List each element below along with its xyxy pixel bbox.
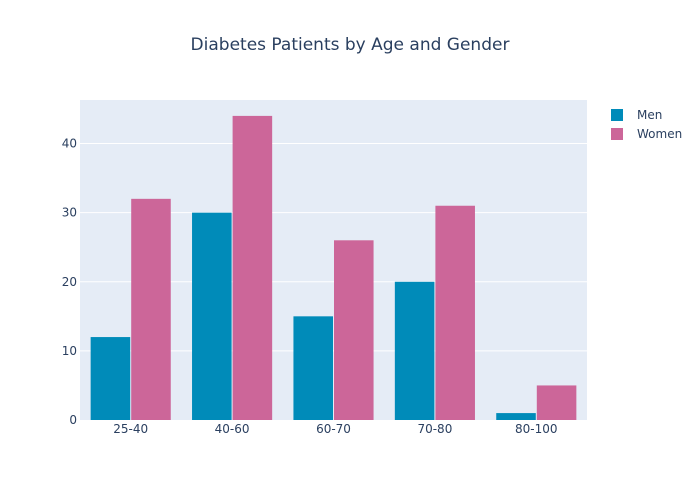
- legend-swatch: [611, 109, 623, 121]
- chart-title: Diabetes Patients by Age and Gender: [191, 35, 510, 55]
- x-tick-label: 70-80: [417, 422, 452, 436]
- bar-women-80-100[interactable]: [536, 385, 577, 420]
- x-tick-label: 60-70: [316, 422, 351, 436]
- y-tick-label: 20: [62, 275, 77, 289]
- y-tick-label: 10: [62, 344, 77, 358]
- legend[interactable]: Men Women: [611, 108, 682, 141]
- bar-men-70-80[interactable]: [394, 281, 435, 420]
- legend-label: Men: [637, 108, 662, 122]
- legend-item-men[interactable]: Men: [611, 108, 662, 122]
- y-tick-label: 0: [69, 413, 77, 427]
- y-tick-label: 30: [62, 206, 77, 220]
- bar-men-25-40[interactable]: [90, 337, 131, 420]
- bar-women-70-80[interactable]: [435, 205, 475, 420]
- x-tick-label: 40-60: [215, 422, 250, 436]
- legend-swatch: [611, 128, 623, 140]
- x-tick-label: 80-100: [515, 422, 558, 436]
- bar-women-40-60[interactable]: [232, 115, 273, 420]
- bar-men-80-100[interactable]: [496, 413, 536, 420]
- bar-men-60-70[interactable]: [293, 316, 333, 420]
- y-axis-ticks: 0 10 20 30 40: [62, 137, 77, 427]
- bars: [90, 115, 577, 420]
- bar-women-60-70[interactable]: [334, 240, 374, 420]
- bar-women-25-40[interactable]: [131, 198, 171, 420]
- legend-item-women[interactable]: Women: [611, 127, 682, 141]
- x-axis-ticks: 25-40 40-60 60-70 70-80 80-100: [113, 422, 557, 436]
- legend-label: Women: [637, 127, 682, 141]
- y-tick-label: 40: [62, 137, 77, 151]
- bar-men-40-60[interactable]: [192, 212, 232, 420]
- x-tick-label: 25-40: [113, 422, 148, 436]
